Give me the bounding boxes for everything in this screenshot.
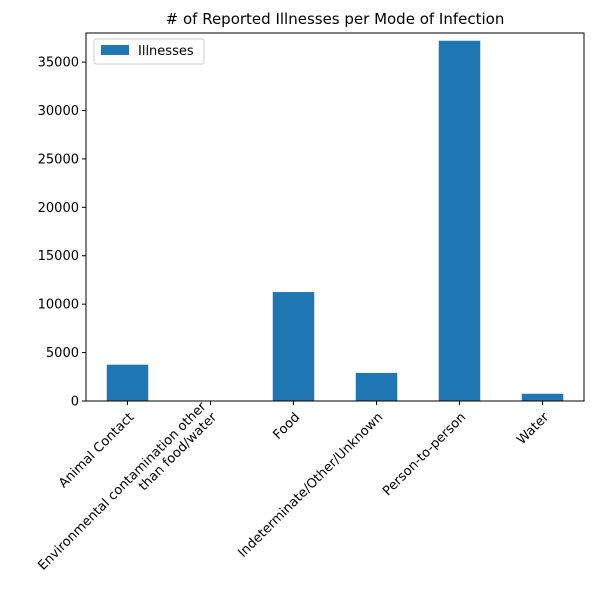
bars-group — [106, 40, 564, 401]
bar-2 — [272, 292, 315, 401]
legend: Illnesses — [93, 38, 205, 65]
y-tick-label-3: 15000 — [38, 249, 79, 264]
y-tick-label-4: 20000 — [38, 201, 79, 216]
x-tick-label-4: Person-to-person — [380, 410, 469, 499]
bar-0 — [106, 364, 149, 401]
plot-frame — [85, 32, 585, 402]
x-tick-label-5: Water — [514, 410, 552, 448]
bar-5 — [521, 393, 564, 401]
y-axis: 0 5000 10000 15000 20000 25000 30000 35000 — [38, 56, 86, 410]
bar-4 — [438, 40, 481, 401]
y-tick-label-7: 35000 — [38, 56, 79, 71]
legend-swatch-illnesses — [101, 45, 129, 55]
legend-label-illnesses: Illnesses — [138, 44, 194, 59]
bar-3 — [355, 372, 398, 401]
y-tick-label-6: 30000 — [38, 104, 79, 119]
x-tick-label-3: Indeterminate/Other/Unknown — [235, 410, 386, 561]
y-tick-label-5: 25000 — [38, 152, 79, 167]
y-tick-label-0: 0 — [71, 395, 79, 410]
y-tick-label-1: 5000 — [46, 346, 79, 361]
x-tick-label-2: Food — [270, 410, 303, 443]
y-tick-label-2: 10000 — [38, 298, 79, 313]
chart-title: # of Reported Illnesses per Mode of Infe… — [166, 10, 505, 28]
